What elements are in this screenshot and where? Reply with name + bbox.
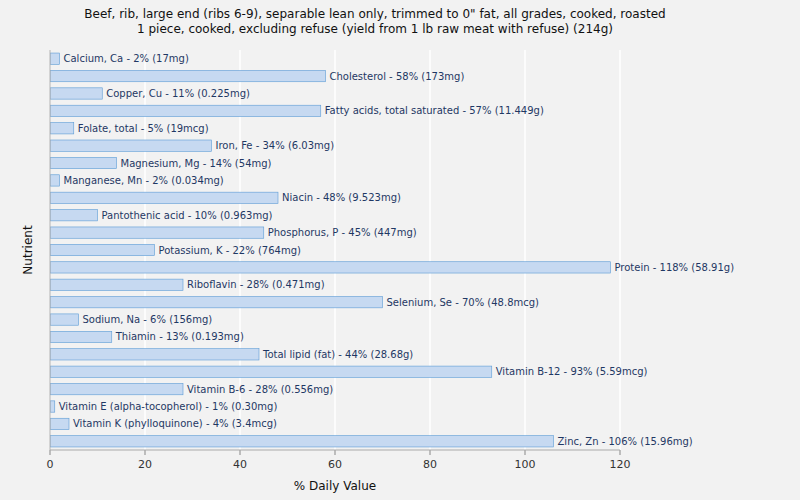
bar [50, 105, 321, 116]
category-label: Vitamin B-12 - 93% (5.59mcg) [496, 366, 648, 377]
bar [50, 210, 98, 221]
x-axis-label: % Daily Value [294, 479, 376, 493]
tick-mark [620, 450, 621, 455]
category-label: Fatty acids, total saturated - 57% (11.4… [325, 105, 544, 116]
category-label: Folate, total - 5% (19mcg) [78, 123, 209, 134]
category-label: Thiamin - 13% (0.193mg) [115, 331, 244, 342]
grid [50, 50, 620, 450]
bar [50, 175, 60, 186]
bar-labels: Calcium, Ca - 2% (17mg) Cholesterol - 58%… [59, 53, 734, 447]
chart: Beef, rib, large end (ribs 6-9), separab… [0, 0, 800, 500]
bar [50, 436, 554, 447]
category-label: Cholesterol - 58% (173mg) [330, 71, 465, 82]
bar [50, 401, 55, 412]
category-label: Riboflavin - 28% (0.471mg) [187, 279, 325, 290]
bar [50, 140, 212, 151]
tick-label: 40 [233, 458, 247, 471]
category-label: Potassium, K - 22% (764mg) [159, 245, 301, 256]
category-label: Vitamin E (alpha-tocopherol) - 1% (0.30m… [59, 401, 278, 412]
bar [50, 244, 155, 255]
tick-label: 100 [515, 458, 536, 471]
bar [50, 70, 326, 81]
bar [50, 123, 74, 134]
tick-mark [335, 450, 336, 455]
bar [50, 383, 183, 394]
category-label: Sodium, Na - 6% (156mg) [83, 314, 213, 325]
category-label: Vitamin B-6 - 28% (0.556mg) [187, 384, 333, 395]
category-label: Total lipid (fat) - 44% (28.68g) [262, 349, 413, 360]
category-label: Calcium, Ca - 2% (17mg) [64, 53, 189, 64]
bar [50, 88, 102, 99]
title: Beef, rib, large end (ribs 6-9), separab… [84, 7, 665, 36]
y-axis-label: Nutrient [21, 225, 35, 275]
tick-label: 20 [138, 458, 152, 471]
category-label: Phosphorus, P - 45% (447mg) [268, 227, 417, 238]
bar [50, 192, 278, 203]
category-label: Protein - 118% (58.91g) [615, 262, 735, 273]
category-label: Niacin - 48% (9.523mg) [282, 192, 401, 203]
bar [50, 262, 611, 273]
category-label: Iron, Fe - 34% (6.03mg) [216, 140, 335, 151]
y-axis-line [50, 50, 51, 450]
tick-mark [145, 450, 146, 455]
tick-mark [240, 450, 241, 455]
bar [50, 227, 264, 238]
tick-label: 60 [328, 458, 342, 471]
grid-line [619, 50, 621, 450]
bar [50, 314, 79, 325]
tick-mark [50, 450, 51, 455]
bars [50, 53, 611, 447]
bar [50, 418, 69, 429]
x-axis-line [50, 450, 620, 451]
bar [50, 331, 112, 342]
bar [50, 279, 183, 290]
category-label: Pantothenic acid - 10% (0.963mg) [102, 210, 273, 221]
bar [50, 349, 259, 360]
category-label: Copper, Cu - 11% (0.225mg) [106, 88, 250, 99]
tick-label: 80 [423, 458, 437, 471]
category-label: Magnesium, Mg - 14% (54mg) [121, 158, 272, 169]
bar [50, 53, 60, 64]
bar [50, 366, 492, 377]
bar [50, 297, 383, 308]
category-label: Manganese, Mn - 2% (0.034mg) [64, 175, 224, 186]
category-label: Zinc, Zn - 106% (15.96mg) [558, 436, 693, 447]
bar [50, 157, 117, 168]
tick-label: 0 [47, 458, 54, 471]
category-label: Selenium, Se - 70% (48.8mcg) [387, 297, 540, 308]
tick-mark [430, 450, 431, 455]
background [0, 0, 800, 500]
tick-label: 120 [610, 458, 631, 471]
tick-mark [525, 450, 526, 455]
category-label: Vitamin K (phylloquinone) - 4% (3.4mcg) [73, 418, 277, 429]
